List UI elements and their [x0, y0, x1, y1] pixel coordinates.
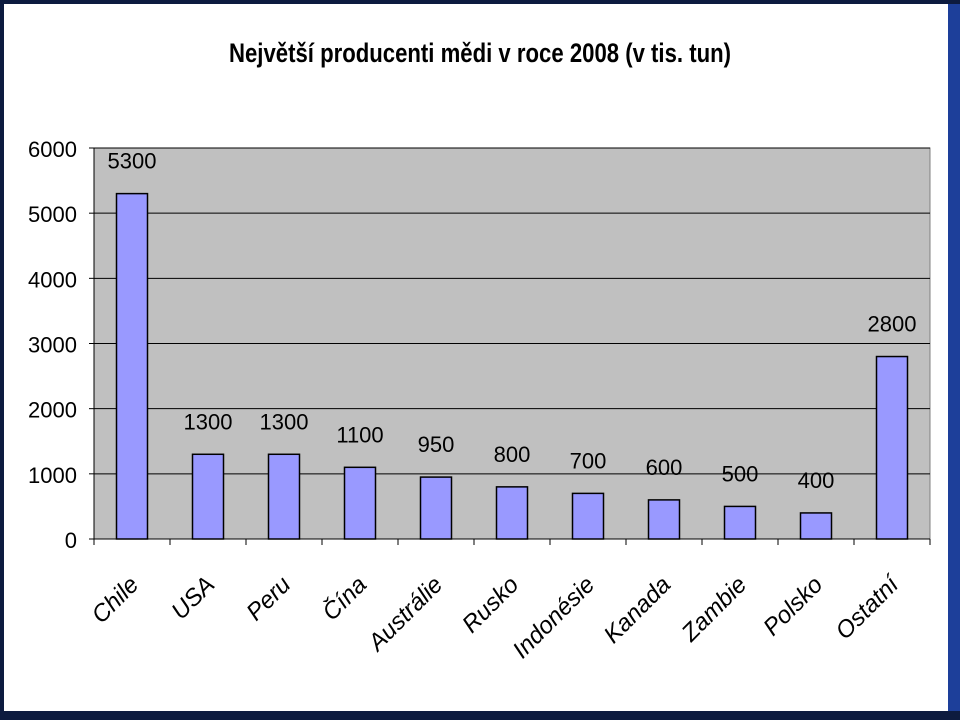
- bar: [343, 466, 377, 540]
- bar: [267, 453, 301, 540]
- y-tick-label: 1000: [28, 463, 77, 488]
- data-label: 600: [646, 455, 683, 480]
- y-tick-label: 2000: [28, 398, 77, 423]
- bar: [115, 192, 149, 540]
- y-tick-label: 0: [65, 528, 77, 553]
- data-label: 1300: [260, 409, 309, 434]
- data-label: 500: [722, 461, 759, 486]
- data-label: 400: [798, 468, 835, 493]
- category-label: Kanada: [599, 571, 677, 649]
- category-label: Austrálie: [362, 571, 449, 658]
- y-tick-label: 6000: [28, 137, 77, 162]
- data-label: 1300: [184, 409, 233, 434]
- data-label: 800: [494, 442, 531, 467]
- data-label: 1100: [336, 422, 383, 447]
- y-tick-label: 5000: [28, 202, 77, 227]
- category-label: USA: [166, 571, 220, 625]
- bar: [799, 512, 833, 540]
- bar: [875, 355, 909, 540]
- category-label: Ostatní: [830, 570, 905, 645]
- data-label: 700: [570, 448, 607, 473]
- bar: [419, 476, 453, 540]
- y-tick-label: 4000: [28, 267, 77, 292]
- chart-title: Největší producenti mědi v roce 2008 (v …: [229, 38, 731, 68]
- bar: [495, 486, 529, 540]
- bar: [571, 492, 605, 540]
- category-label: Chile: [86, 571, 144, 629]
- bar: [191, 453, 225, 540]
- category-label: Rusko: [457, 571, 524, 638]
- bar: [647, 499, 681, 540]
- category-label: Indonésie: [508, 571, 601, 664]
- category-label: Polsko: [758, 571, 828, 641]
- y-tick-label: 3000: [28, 333, 77, 358]
- bar: [723, 505, 757, 540]
- frame-border-bottom: [0, 711, 960, 720]
- data-label: 950: [418, 432, 455, 457]
- data-label: 2800: [868, 312, 917, 337]
- category-label: Zambie: [676, 571, 752, 647]
- frame-border-right: [948, 4, 960, 720]
- category-label: Peru: [241, 571, 296, 626]
- data-label: 5300: [108, 149, 157, 174]
- category-label: Čína: [317, 570, 373, 626]
